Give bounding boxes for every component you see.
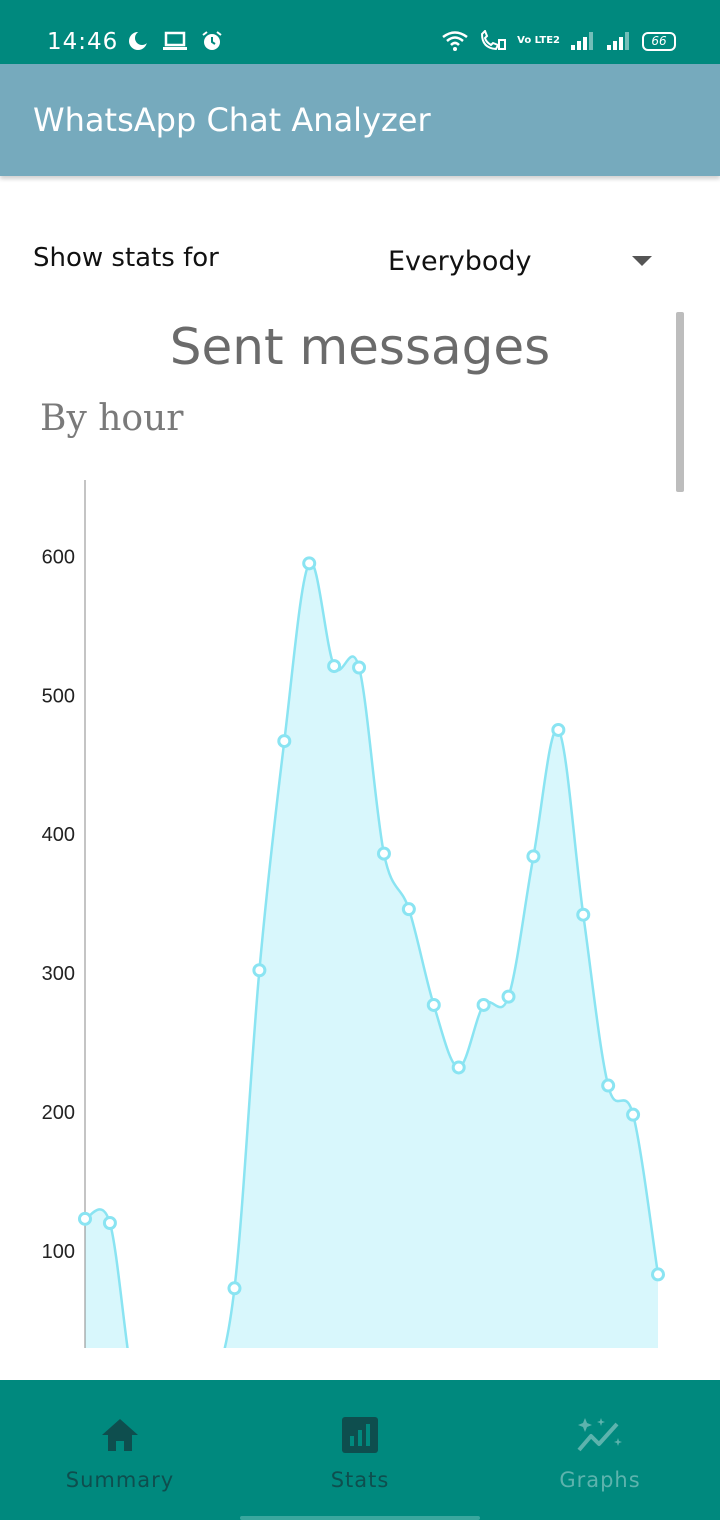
- data-point-hour-8: [277, 734, 292, 749]
- moon-icon: [129, 31, 148, 50]
- home-icon: [102, 1419, 138, 1451]
- wifi-icon: [442, 31, 468, 51]
- nav-graphs-label: Graphs: [559, 1468, 641, 1492]
- nav-summary[interactable]: Summary: [0, 1380, 240, 1520]
- gesture-home-bar[interactable]: [240, 1516, 480, 1520]
- scrollbar-thumb[interactable]: [676, 312, 684, 492]
- data-point-hour-11: [352, 660, 367, 675]
- data-point-hour-14: [426, 997, 441, 1012]
- bottom-navigation: Summary Stats Graphs: [0, 1380, 720, 1520]
- y-tick-label-200: 200: [42, 1102, 75, 1124]
- nav-summary-label: Summary: [65, 1468, 175, 1492]
- chart-canvas: 100 200 300 400 500 600: [42, 480, 665, 1348]
- app-bar: WhatsApp Chat Analyzer: [0, 64, 720, 176]
- series-area-fill: [85, 562, 658, 1348]
- data-point-hour-16: [476, 997, 491, 1012]
- nav-stats[interactable]: Stats: [240, 1380, 480, 1520]
- app-title: WhatsApp Chat Analyzer: [33, 101, 431, 139]
- series-line: [85, 561, 660, 1348]
- volte-indicator: Vo LTE2: [517, 35, 560, 46]
- signal-sim1-icon: [571, 32, 593, 50]
- data-point-hour-9: [302, 556, 317, 571]
- hourly-messages-chart: 100 200 300 400 500 600: [0, 470, 720, 1350]
- participant-dropdown-value: Everybody: [388, 245, 532, 277]
- y-tick-label-500: 500: [42, 685, 75, 707]
- wifi-call-icon: [481, 30, 507, 51]
- participant-dropdown[interactable]: Everybody: [388, 243, 664, 279]
- data-point-hour-22: [626, 1107, 641, 1122]
- alarm-icon: [202, 31, 222, 50]
- y-tick-label-400: 400: [42, 824, 75, 846]
- y-tick-label-600: 600: [42, 546, 75, 568]
- data-point-hour-1: [102, 1216, 117, 1231]
- auto-graph-icon: [577, 1418, 622, 1452]
- data-point-hour-23: [651, 1267, 665, 1282]
- data-point-hour-12: [376, 846, 391, 861]
- nav-stats-label: Stats: [330, 1468, 390, 1492]
- data-point-hour-13: [401, 902, 416, 917]
- data-point-hour-0: [78, 1211, 92, 1226]
- data-point-hour-6: [227, 1281, 242, 1296]
- status-time: 14:46: [47, 29, 119, 55]
- status-bar: 14:46 Vo LTE2: [0, 0, 720, 64]
- chart-subtitle: By hour: [40, 398, 184, 439]
- battery-icon: 66: [642, 31, 676, 51]
- chart-title: Sent messages: [169, 318, 551, 376]
- data-point-hour-15: [451, 1060, 466, 1075]
- data-point-hour-20: [576, 907, 591, 922]
- bar-chart-icon: [342, 1417, 378, 1453]
- plot-area: [85, 561, 660, 1348]
- caret-down-icon: [632, 256, 652, 266]
- filter-label: Show stats for: [33, 243, 219, 273]
- laptop-icon: [163, 31, 187, 50]
- data-point-hour-19: [551, 722, 566, 737]
- signal-sim2-icon: [607, 32, 629, 50]
- data-point-hour-7: [252, 963, 267, 978]
- y-tick-label-300: 300: [42, 963, 75, 985]
- data-point-hour-10: [327, 659, 342, 674]
- data-point-hour-21: [601, 1078, 616, 1093]
- data-point-hour-18: [526, 849, 541, 864]
- nav-graphs[interactable]: Graphs: [480, 1380, 720, 1520]
- y-tick-label-100: 100: [42, 1241, 75, 1263]
- data-point-hour-17: [501, 989, 516, 1004]
